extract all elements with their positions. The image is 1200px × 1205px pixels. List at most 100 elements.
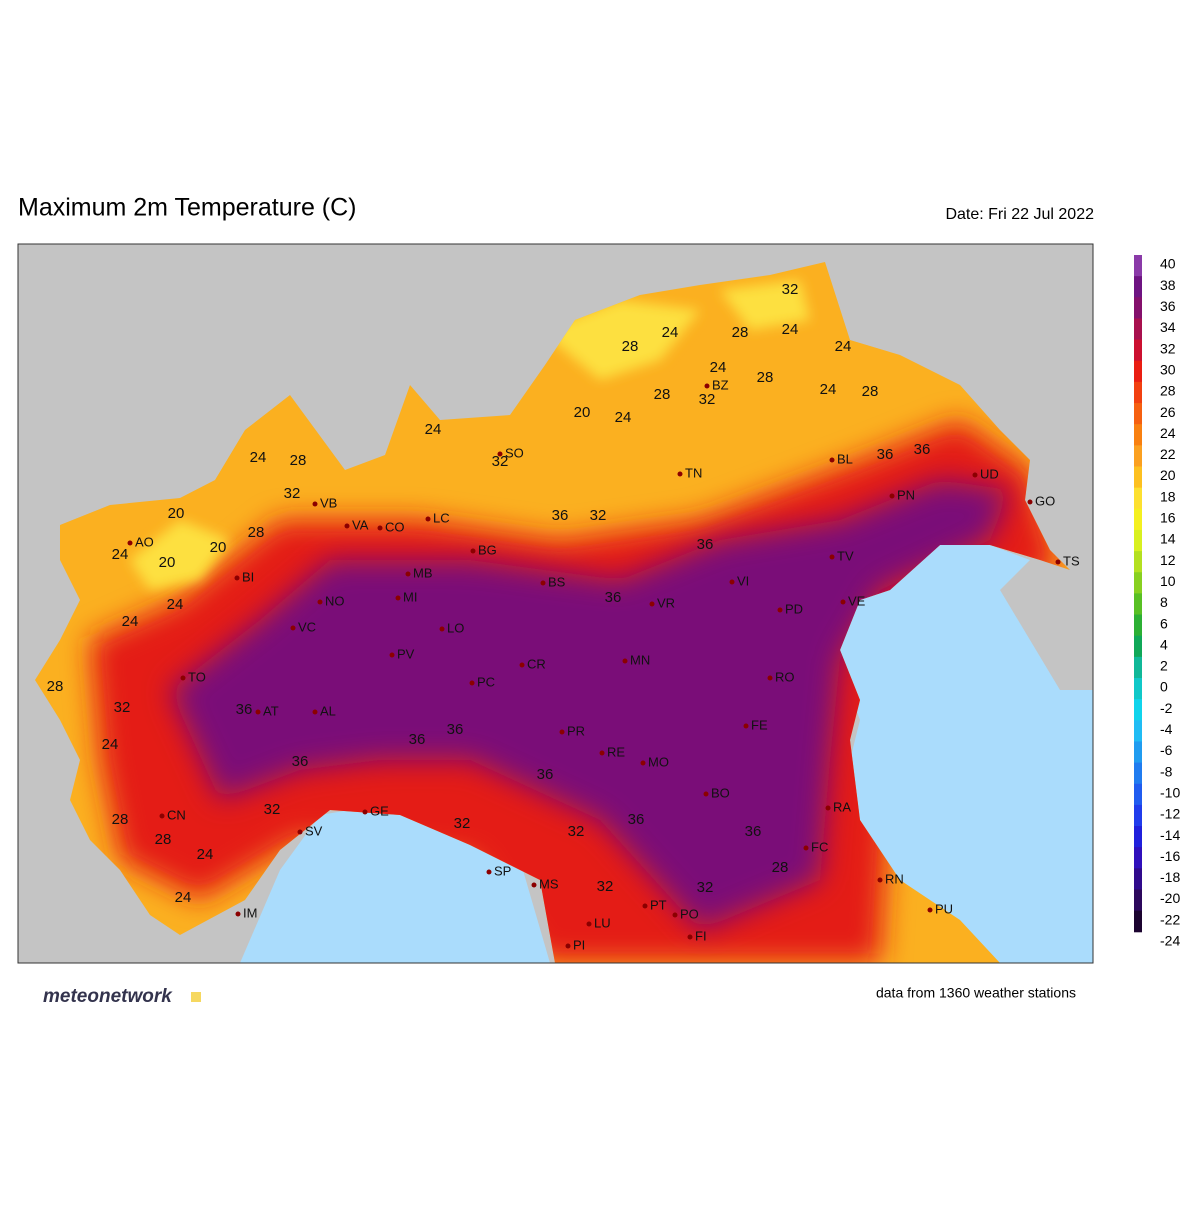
contour-label: 24 bbox=[782, 321, 799, 338]
colorbar-tick-label: -10 bbox=[1160, 784, 1180, 800]
city-label: BI bbox=[242, 569, 254, 584]
city-label: GO bbox=[1035, 493, 1055, 508]
contour-label: 20 bbox=[574, 404, 591, 421]
city-dot bbox=[389, 652, 395, 658]
city-label: LU bbox=[594, 915, 611, 930]
city-label: RO bbox=[775, 669, 795, 684]
contour-label: 36 bbox=[447, 721, 464, 738]
city-dot bbox=[840, 599, 846, 605]
city-dot bbox=[486, 869, 492, 875]
colorbar-tick-label: 38 bbox=[1160, 277, 1176, 293]
city-label: BO bbox=[711, 785, 730, 800]
colorbar-tick-label: 12 bbox=[1160, 552, 1176, 568]
colorbar-bin bbox=[1134, 910, 1142, 933]
colorbar-bin bbox=[1134, 255, 1142, 277]
city-label: VR bbox=[657, 595, 675, 610]
city-dot bbox=[927, 907, 933, 913]
city-dot bbox=[290, 625, 296, 631]
city-label: CR bbox=[527, 656, 546, 671]
contour-label: 32 bbox=[454, 815, 471, 832]
city-label: TV bbox=[837, 548, 854, 563]
contour-label: 24 bbox=[167, 596, 184, 613]
contour-label: 28 bbox=[862, 383, 879, 400]
city-label: RA bbox=[833, 799, 851, 814]
colorbar-bin bbox=[1134, 614, 1142, 637]
city-label: FE bbox=[751, 717, 768, 732]
contour-label: 32 bbox=[284, 485, 301, 502]
city-label: VA bbox=[352, 517, 369, 532]
contour-label: 24 bbox=[102, 736, 119, 753]
colorbar-bin bbox=[1134, 847, 1142, 869]
city-dot bbox=[234, 575, 240, 581]
city-dot bbox=[1055, 559, 1061, 565]
city-dot bbox=[159, 813, 165, 819]
city-label: MI bbox=[403, 589, 417, 604]
contour-label: 32 bbox=[597, 878, 614, 895]
colorbar-tick-label: -20 bbox=[1160, 890, 1180, 906]
colorbar-tick-label: 36 bbox=[1160, 298, 1176, 314]
city-label: FC bbox=[811, 839, 828, 854]
contour-label: 28 bbox=[732, 324, 749, 341]
city-label: MS bbox=[539, 876, 559, 891]
contour-label: 28 bbox=[248, 524, 265, 541]
city-dot bbox=[362, 809, 368, 815]
colorbar-bin bbox=[1134, 635, 1142, 658]
colorbar-tick-label: 18 bbox=[1160, 488, 1176, 504]
footer-note: data from 1360 weather stations bbox=[876, 985, 1076, 1001]
colorbar-bin bbox=[1134, 466, 1142, 489]
colorbar-bin bbox=[1134, 487, 1142, 510]
colorbar-bin bbox=[1134, 720, 1142, 742]
city-label: LC bbox=[433, 510, 450, 525]
city-label: MO bbox=[648, 754, 669, 769]
city-dot bbox=[829, 554, 835, 560]
logo: meteonetwork bbox=[43, 986, 173, 1007]
city-dot bbox=[559, 729, 565, 735]
city-dot bbox=[972, 472, 978, 478]
contour-label: 32 bbox=[590, 507, 607, 524]
city-dot bbox=[377, 525, 383, 531]
city-label: PT bbox=[650, 897, 667, 912]
city-dot bbox=[743, 723, 749, 729]
contour-label: 36 bbox=[552, 507, 569, 524]
date: Date: Fri 22 Jul 2022 bbox=[945, 206, 1094, 223]
contour-label: 28 bbox=[654, 386, 671, 403]
city-dot bbox=[312, 501, 318, 507]
colorbar-tick-label: 24 bbox=[1160, 425, 1176, 441]
city-label: GE bbox=[370, 803, 389, 818]
city-dot bbox=[439, 626, 445, 632]
colorbar-tick-label: -4 bbox=[1160, 721, 1173, 737]
city-label: VE bbox=[848, 593, 866, 608]
contour-label: 20 bbox=[168, 505, 185, 522]
contour-label: 36 bbox=[292, 753, 309, 770]
colorbar-bin bbox=[1134, 678, 1142, 700]
city-label: VB bbox=[320, 495, 337, 510]
city-dot bbox=[344, 523, 350, 529]
contour-label: 36 bbox=[628, 811, 645, 828]
city-label: BS bbox=[548, 574, 566, 589]
city-dot bbox=[127, 540, 133, 546]
city-label: PC bbox=[477, 674, 495, 689]
city-label: CN bbox=[167, 807, 186, 822]
plain-zone bbox=[170, 480, 1010, 930]
colorbar-bin bbox=[1134, 276, 1142, 298]
city-dot bbox=[803, 845, 809, 851]
city-dot bbox=[497, 451, 503, 457]
colorbar-tick-label: 32 bbox=[1160, 340, 1176, 356]
colorbar-bin bbox=[1134, 699, 1142, 721]
contour-label: 32 bbox=[114, 699, 131, 716]
city-label: SP bbox=[494, 863, 511, 878]
contour-label: 20 bbox=[159, 554, 176, 571]
city-label: PN bbox=[897, 487, 915, 502]
contour-label: 28 bbox=[772, 859, 789, 876]
contour-label: 24 bbox=[662, 324, 679, 341]
contour-label: 32 bbox=[699, 391, 716, 408]
colorbar-bin bbox=[1134, 783, 1142, 806]
colorbar-bin bbox=[1134, 804, 1142, 827]
colorbar-bin bbox=[1134, 339, 1142, 362]
colorbar-bin bbox=[1134, 297, 1142, 319]
colorbar-bin bbox=[1134, 593, 1142, 616]
city-label: PV bbox=[397, 646, 415, 661]
colorbar-bin bbox=[1134, 403, 1142, 425]
city-label: BG bbox=[478, 542, 497, 557]
colorbar-bin bbox=[1134, 445, 1142, 467]
